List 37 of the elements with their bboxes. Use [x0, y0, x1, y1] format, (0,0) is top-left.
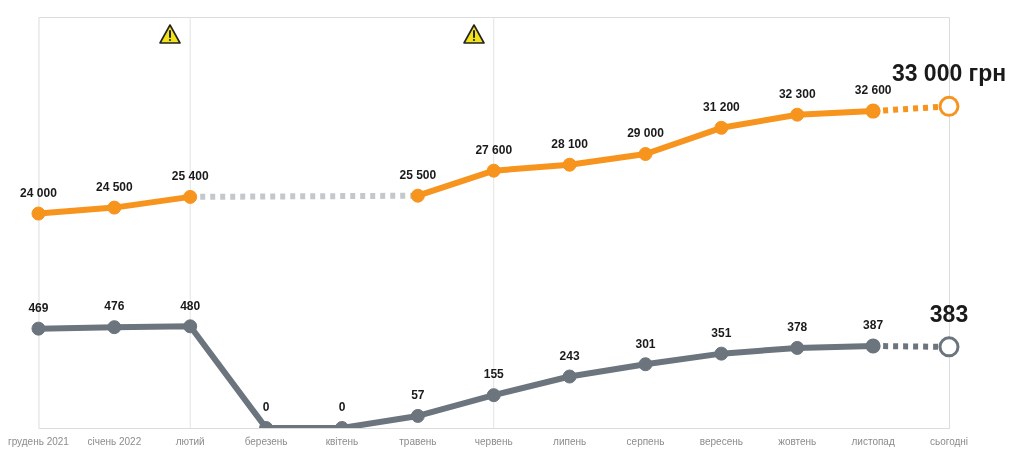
x-tick-label: травень — [399, 435, 437, 447]
data-label: 24 000 — [20, 185, 58, 200]
data-label: 155 — [483, 367, 505, 382]
data-label: 24 500 — [95, 179, 134, 194]
x-tick-label: сьогодні — [929, 435, 969, 447]
x-tick-label: липень — [553, 435, 587, 447]
x-tick-label: червень — [474, 435, 513, 447]
x-tick-label: жовтень — [778, 435, 817, 447]
data-label: 27 600 — [475, 142, 513, 157]
x-tick-label: березень — [244, 435, 288, 447]
data-label: 33 000 грн — [891, 60, 1007, 87]
data-label: 476 — [104, 299, 125, 314]
data-label: 351 — [711, 325, 732, 340]
x-tick-label: січень 2022 — [87, 435, 142, 447]
data-label: 29 000 — [627, 126, 665, 141]
data-label: 31 200 — [703, 100, 741, 115]
data-label: 25 500 — [399, 168, 437, 183]
x-tick-label: квітень — [325, 435, 359, 447]
x-tick-label: листопад — [851, 435, 895, 447]
data-label: 32 600 — [854, 83, 892, 98]
data-label: 243 — [559, 348, 580, 363]
x-tick-label: серпень — [626, 435, 665, 447]
data-label: 32 300 — [778, 87, 816, 101]
data-label: 0 — [262, 400, 270, 415]
x-tick-label: вересень — [699, 435, 743, 447]
data-label: 378 — [787, 320, 808, 335]
x-tick-label: грудень 2021 — [8, 435, 70, 447]
data-label: 0 — [338, 400, 346, 415]
data-label: 57 — [411, 388, 425, 403]
x-tick-label: лютий — [175, 435, 205, 447]
data-label: 301 — [635, 336, 656, 351]
data-label: 387 — [863, 318, 884, 333]
data-label: 383 — [929, 300, 969, 327]
data-label: 469 — [28, 300, 49, 315]
data-label: 28 100 — [551, 137, 589, 152]
data-label: 480 — [180, 298, 201, 313]
data-label: 25 400 — [171, 169, 209, 184]
